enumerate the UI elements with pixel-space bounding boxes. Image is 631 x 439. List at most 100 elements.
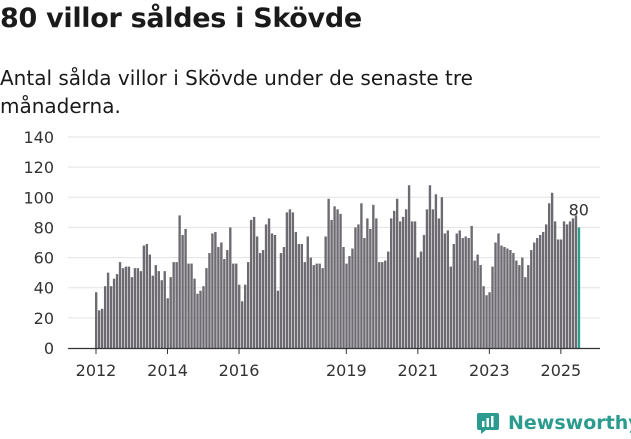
bar: [449, 266, 452, 348]
y-tick-label: 100: [23, 188, 54, 207]
bar: [470, 225, 473, 348]
bar: [384, 260, 387, 348]
y-tick-label: 0: [44, 339, 54, 358]
bar: [342, 247, 345, 348]
bar: [416, 257, 420, 348]
bar: [494, 242, 497, 348]
bar: [544, 224, 548, 348]
bar: [318, 263, 321, 348]
bar: [276, 290, 280, 348]
bar: [241, 301, 244, 348]
bar: [571, 218, 575, 348]
bar: [244, 284, 247, 348]
bar: [103, 286, 107, 348]
bar: [321, 268, 324, 348]
bar: [345, 263, 348, 348]
bar: [235, 263, 238, 348]
bar: [542, 231, 545, 348]
bar: [238, 284, 241, 348]
bar: [181, 234, 184, 348]
bar: [327, 198, 330, 348]
bar: [199, 290, 202, 348]
bar: [142, 245, 146, 348]
bar: [312, 265, 315, 348]
bar: [473, 260, 476, 348]
bar: [482, 286, 485, 348]
bar: [357, 224, 360, 348]
bar: [196, 293, 199, 348]
bar: [208, 253, 211, 348]
bar: [246, 262, 250, 348]
bar: [503, 247, 506, 348]
bar: [515, 260, 518, 348]
x-tick-label: 2025: [541, 361, 582, 380]
bar: [491, 266, 494, 348]
bar: [339, 213, 342, 348]
bar: [479, 265, 482, 348]
bar: [390, 218, 393, 348]
bar: [539, 234, 542, 348]
bar: [202, 286, 205, 348]
bar: [309, 257, 312, 348]
bar: [109, 286, 113, 348]
bar: [366, 218, 369, 348]
bar: [214, 231, 217, 348]
newsworthy-logo[interactable]: Newsworthy: [476, 409, 631, 437]
bar: [464, 236, 467, 348]
bar: [151, 275, 154, 348]
data-label: 80: [569, 200, 589, 219]
bar: [169, 277, 172, 348]
bar: [497, 233, 500, 348]
bar: [440, 197, 444, 348]
bar: [422, 234, 426, 348]
bar: [261, 250, 265, 348]
bar: [354, 227, 357, 348]
bar: [315, 263, 318, 348]
bar: [351, 248, 354, 348]
bar: [294, 231, 298, 348]
bar: [434, 194, 438, 348]
bar: [205, 268, 208, 348]
bar: [372, 204, 375, 348]
bar: [157, 271, 160, 348]
bar: [97, 310, 101, 348]
bar: [530, 250, 533, 348]
bar: [154, 265, 157, 348]
bar: [413, 221, 417, 348]
bar: [398, 221, 402, 348]
bar: [512, 253, 515, 348]
bar: [419, 251, 423, 348]
bar: [536, 237, 539, 348]
bar: [184, 228, 187, 348]
bar: [211, 233, 214, 348]
bar: [136, 268, 140, 348]
bar: [559, 239, 563, 348]
bar: [527, 265, 530, 348]
bar-highlight: [577, 227, 581, 348]
bar: [518, 265, 521, 348]
bar: [106, 272, 110, 348]
bar: [547, 203, 551, 348]
bar: [387, 251, 390, 348]
logo-text: Newsworthy: [508, 412, 631, 434]
bar: [568, 221, 572, 348]
bar: [288, 209, 292, 348]
bar: [100, 308, 104, 348]
bar: [488, 292, 491, 348]
bar: [458, 230, 461, 348]
bar: [509, 250, 512, 348]
bar: [521, 257, 524, 348]
bar: [133, 268, 137, 348]
bar: [533, 242, 536, 348]
bar: [232, 263, 235, 348]
bar: [255, 236, 259, 348]
bar: [223, 259, 226, 348]
bar: [324, 236, 327, 348]
bar: [500, 245, 503, 348]
bar: [562, 221, 566, 348]
bar: [282, 247, 286, 348]
bar: [258, 253, 262, 348]
bar: [130, 277, 134, 348]
y-tick-label: 40: [34, 279, 54, 298]
x-tick-label: 2023: [469, 361, 510, 380]
